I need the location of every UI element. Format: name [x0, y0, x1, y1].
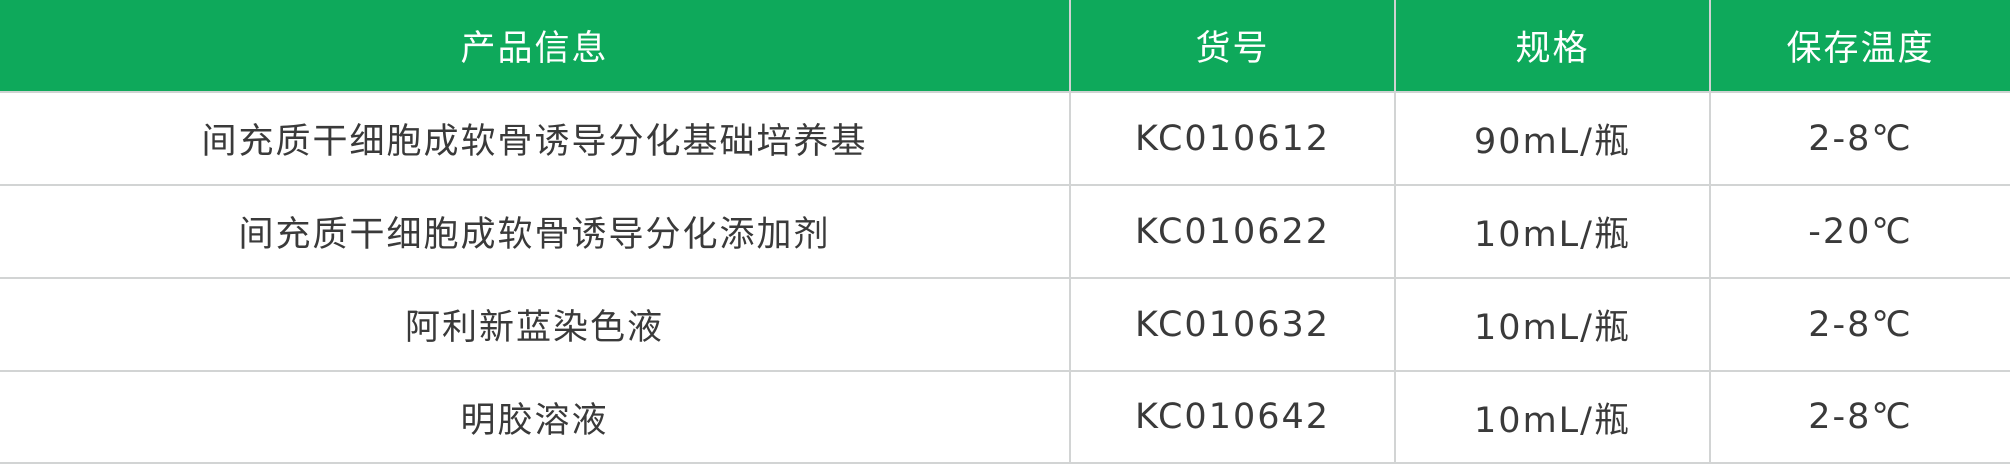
table-row: 阿利新蓝染色液 KC010632 10mL/瓶 2-8℃ [0, 277, 2010, 372]
storage-temperature: 2-8℃ [1709, 277, 2010, 372]
header-row: 产品信息 货号 规格 保存温度 [0, 0, 2010, 93]
specification: 10mL/瓶 [1394, 184, 1711, 279]
catalog-number: KC010612 [1069, 91, 1396, 186]
table-row: 间充质干细胞成软骨诱导分化基础培养基 KC010612 90mL/瓶 2-8℃ [0, 91, 2010, 186]
product-name: 间充质干细胞成软骨诱导分化添加剂 [0, 184, 1071, 279]
header-product-info: 产品信息 [0, 0, 1071, 93]
header-storage-temperature: 保存温度 [1709, 0, 2010, 93]
specification: 10mL/瓶 [1394, 277, 1711, 372]
product-name: 间充质干细胞成软骨诱导分化基础培养基 [0, 91, 1071, 186]
storage-temperature: 2-8℃ [1709, 370, 2010, 464]
product-name: 阿利新蓝染色液 [0, 277, 1071, 372]
table-row: 间充质干细胞成软骨诱导分化添加剂 KC010622 10mL/瓶 -20℃ [0, 184, 2010, 279]
header-catalog-number: 货号 [1069, 0, 1396, 93]
storage-temperature: 2-8℃ [1709, 91, 2010, 186]
storage-temperature: -20℃ [1709, 184, 2010, 279]
specification: 90mL/瓶 [1394, 91, 1711, 186]
catalog-number: KC010642 [1069, 370, 1396, 464]
catalog-number: KC010622 [1069, 184, 1396, 279]
table-row: 明胶溶液 KC010642 10mL/瓶 2-8℃ [0, 370, 2010, 464]
header-specification: 规格 [1394, 0, 1711, 93]
specification: 10mL/瓶 [1394, 370, 1711, 464]
product-name: 明胶溶液 [0, 370, 1071, 464]
catalog-number: KC010632 [1069, 277, 1396, 372]
